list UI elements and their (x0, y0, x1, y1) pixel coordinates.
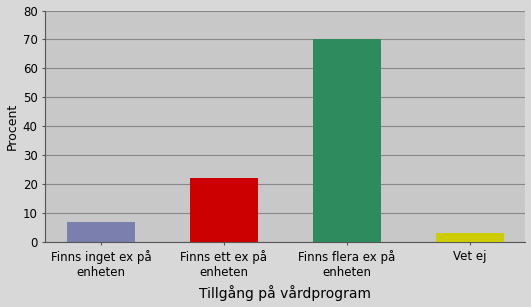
Bar (190, 178, 258, 242)
X-axis label: Tillgång på vårdprogram: Tillgång på vårdprogram (199, 286, 371, 301)
Bar (67, 222, 135, 242)
Bar (436, 233, 503, 242)
Y-axis label: Procent: Procent (5, 103, 19, 150)
Bar (313, 40, 381, 242)
